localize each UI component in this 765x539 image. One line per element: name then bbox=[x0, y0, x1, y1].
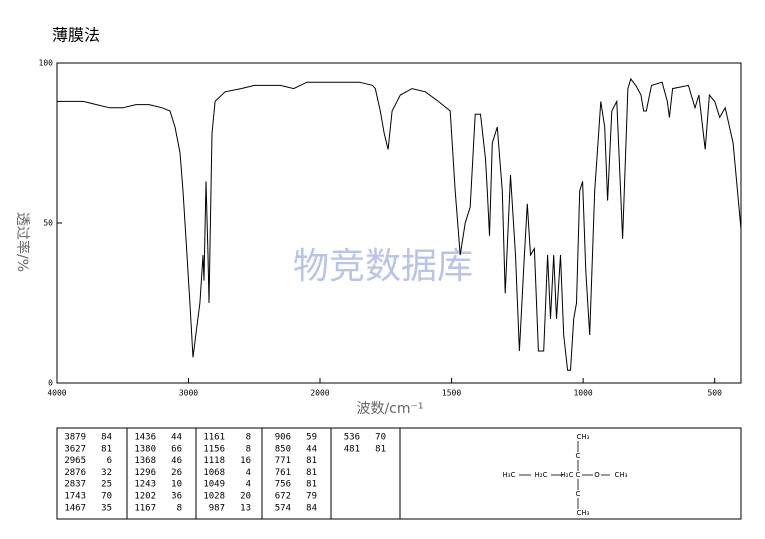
x-tick-label: 500 bbox=[707, 389, 722, 398]
peak-wavenumber: 3627 bbox=[64, 444, 86, 454]
peak-transmittance: 84 bbox=[101, 433, 112, 443]
peak-wavenumber: 1243 bbox=[134, 480, 156, 490]
atom-label: C bbox=[576, 452, 581, 460]
table-frame bbox=[56, 427, 742, 520]
peak-transmittance: 81 bbox=[306, 468, 317, 478]
peak-wavenumber: 987 bbox=[209, 503, 225, 513]
peak-wavenumber: 1167 bbox=[134, 503, 156, 513]
peak-transmittance: 66 bbox=[171, 444, 182, 454]
peak-transmittance: 46 bbox=[171, 456, 182, 466]
atom-label: H₂C bbox=[535, 471, 548, 479]
x-tick-label: 1500 bbox=[442, 389, 461, 398]
peak-wavenumber: 1202 bbox=[134, 492, 156, 502]
title: 薄膜法 bbox=[52, 26, 100, 45]
peak-transmittance: 81 bbox=[306, 456, 317, 466]
peak-wavenumber: 2837 bbox=[64, 480, 86, 490]
peak-transmittance: 81 bbox=[375, 444, 386, 454]
peak-wavenumber: 761 bbox=[275, 468, 291, 478]
peak-wavenumber: 1296 bbox=[134, 468, 156, 478]
peak-wavenumber: 906 bbox=[275, 433, 291, 443]
y-axis-label: 透过率/% bbox=[14, 212, 31, 272]
peak-transmittance: 25 bbox=[101, 480, 112, 490]
table-dividers bbox=[126, 428, 401, 519]
peak-transmittance: 70 bbox=[375, 433, 386, 443]
peak-transmittance: 8 bbox=[246, 433, 251, 443]
peak-wavenumber: 1049 bbox=[203, 480, 225, 490]
peak-transmittance: 10 bbox=[171, 480, 182, 490]
peak-wavenumber: 1743 bbox=[64, 492, 86, 502]
peak-wavenumber: 1368 bbox=[134, 456, 156, 466]
peak-transmittance: 81 bbox=[101, 444, 112, 454]
peak-transmittance: 4 bbox=[246, 480, 251, 490]
y-tick-label: 100 bbox=[39, 59, 54, 68]
peak-wavenumber: 2876 bbox=[64, 468, 86, 478]
atom-label: C bbox=[576, 490, 581, 498]
peak-transmittance: 16 bbox=[240, 456, 251, 466]
atom-label: H₂C bbox=[561, 471, 574, 479]
peak-wavenumber: 2965 bbox=[64, 456, 86, 466]
peak-transmittance: 79 bbox=[306, 492, 317, 502]
plot-frame bbox=[56, 62, 742, 384]
peak-wavenumber: 536 bbox=[344, 433, 360, 443]
peak-wavenumber: 574 bbox=[275, 503, 291, 513]
peak-transmittance: 35 bbox=[101, 503, 112, 513]
x-tick-label: 2000 bbox=[310, 389, 329, 398]
y-tick-label: 0 bbox=[48, 379, 53, 388]
peak-transmittance: 6 bbox=[107, 456, 112, 466]
peak-transmittance: 20 bbox=[240, 492, 251, 502]
x-tick-label: 1000 bbox=[573, 389, 592, 398]
peak-wavenumber: 1436 bbox=[134, 433, 156, 443]
atom-label: H₃C bbox=[503, 471, 516, 479]
peak-transmittance: 32 bbox=[101, 468, 112, 478]
peak-transmittance: 36 bbox=[171, 492, 182, 502]
peak-wavenumber: 1156 bbox=[203, 444, 225, 454]
peak-wavenumber: 771 bbox=[275, 456, 291, 466]
watermark: 物竞数据库 bbox=[293, 246, 473, 287]
peak-transmittance: 13 bbox=[240, 503, 251, 513]
peak-wavenumber: 3879 bbox=[64, 433, 86, 443]
x-tick-label: 3000 bbox=[179, 389, 198, 398]
peak-transmittance: 84 bbox=[306, 503, 317, 513]
peak-transmittance: 70 bbox=[101, 492, 112, 502]
atom-label: C bbox=[576, 471, 581, 479]
spectrum-line bbox=[57, 77, 742, 371]
y-tick-label: 50 bbox=[43, 219, 53, 228]
atom-label: O bbox=[594, 471, 600, 479]
peak-wavenumber: 1028 bbox=[203, 492, 225, 502]
atom-label: CH₃ bbox=[577, 509, 590, 517]
peak-wavenumber: 481 bbox=[344, 444, 360, 454]
x-axis-label: 波数/cm⁻¹ bbox=[356, 401, 423, 417]
peak-transmittance: 8 bbox=[177, 503, 182, 513]
x-tick-label: 4000 bbox=[47, 389, 66, 398]
peak-wavenumber: 1161 bbox=[203, 433, 225, 443]
peak-transmittance: 44 bbox=[306, 444, 317, 454]
peak-wavenumber: 756 bbox=[275, 480, 291, 490]
peak-wavenumber: 1068 bbox=[203, 468, 225, 478]
peak-transmittance: 8 bbox=[246, 444, 251, 454]
peak-transmittance: 81 bbox=[306, 480, 317, 490]
atom-label: CH₃ bbox=[615, 471, 628, 479]
peak-transmittance: 59 bbox=[306, 433, 317, 443]
peak-transmittance: 26 bbox=[171, 468, 182, 478]
atom-label: CH₃ bbox=[577, 433, 590, 441]
peak-transmittance: 4 bbox=[246, 468, 251, 478]
peak-wavenumber: 1380 bbox=[134, 444, 156, 454]
peak-wavenumber: 850 bbox=[275, 444, 291, 454]
peak-wavenumber: 672 bbox=[275, 492, 291, 502]
peak-wavenumber: 1118 bbox=[203, 456, 225, 466]
peak-wavenumber: 1467 bbox=[64, 503, 86, 513]
peak-transmittance: 44 bbox=[171, 433, 182, 443]
bonds bbox=[519, 441, 610, 509]
